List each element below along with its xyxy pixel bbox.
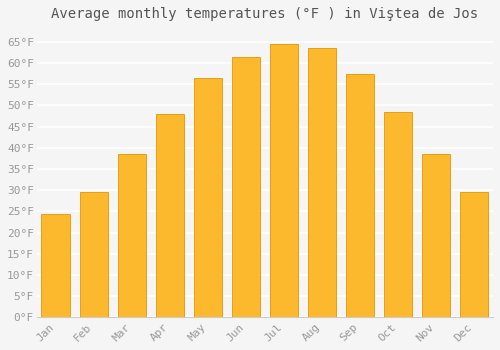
Bar [232,57,260,317]
Bar [156,114,184,317]
Bar [118,154,146,317]
Bar [308,48,336,317]
Bar [384,112,412,317]
Bar [42,214,70,317]
Bar [460,193,488,317]
Bar [422,154,450,317]
Bar [270,44,298,317]
Bar [80,193,108,317]
Bar [346,74,374,317]
Title: Average monthly temperatures (°F ) in Viştea de Jos: Average monthly temperatures (°F ) in Vi… [52,7,478,21]
Bar [194,78,222,317]
